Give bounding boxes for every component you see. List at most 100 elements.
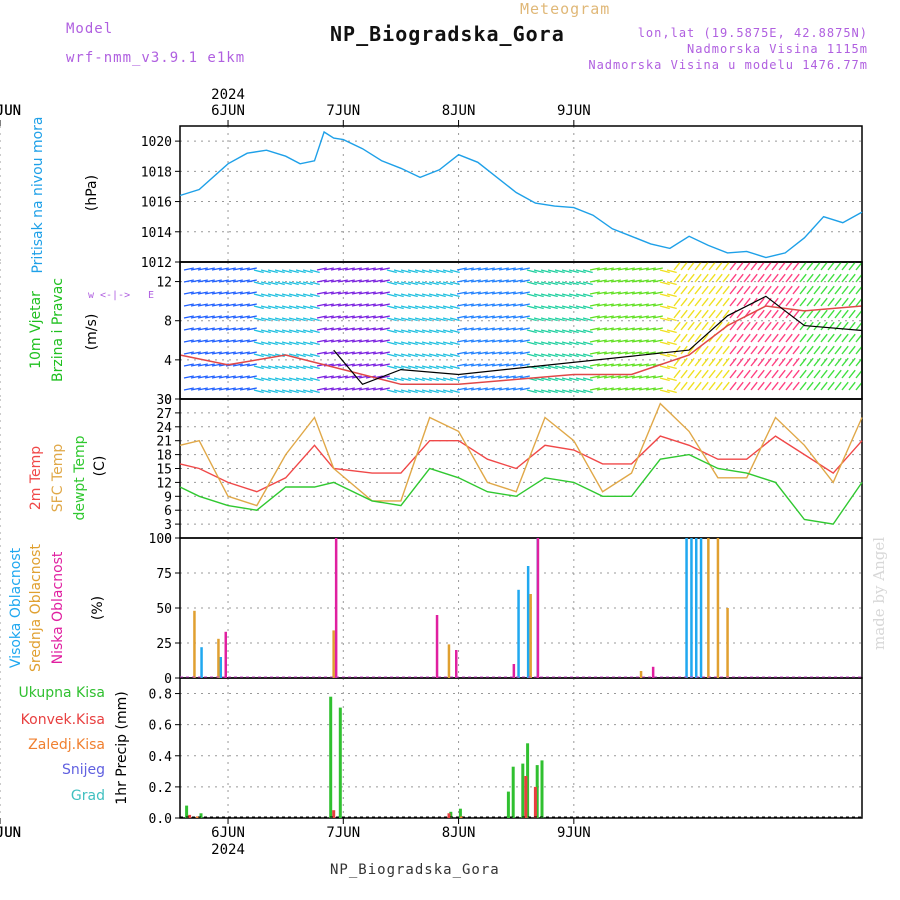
wind-barb xyxy=(708,273,716,283)
precip-1-bar xyxy=(447,813,451,818)
cloud-0-bar xyxy=(690,538,693,678)
wind-barb xyxy=(190,327,201,331)
wind-barb xyxy=(729,285,737,295)
wind-barb xyxy=(624,363,635,367)
wind-barb xyxy=(631,279,642,283)
wind-barb xyxy=(295,353,306,358)
y-tick-label: 0.8 xyxy=(149,688,172,703)
wind-barb xyxy=(225,351,236,355)
wind-barb xyxy=(512,291,523,295)
wind-barb xyxy=(827,297,835,307)
wind-barb xyxy=(680,261,688,271)
wind-barb xyxy=(673,381,681,391)
wind-barb xyxy=(617,327,628,331)
wind-barb xyxy=(197,387,208,391)
wind-barb xyxy=(435,281,446,286)
wind-barb xyxy=(848,345,856,355)
y-tick-label: 1012 xyxy=(141,256,172,271)
y-tick-label: 12 xyxy=(156,276,172,291)
wind-barb xyxy=(610,267,621,271)
wind-barb xyxy=(505,339,516,343)
wind-barb xyxy=(680,321,688,331)
wind-barb xyxy=(246,327,257,331)
y-tick-label: 75 xyxy=(156,567,172,582)
wind-barb xyxy=(253,329,264,334)
wind-barb xyxy=(407,317,418,322)
wind-barb xyxy=(477,291,488,295)
wind-barb xyxy=(526,341,537,346)
wind-barb xyxy=(526,305,537,310)
wind-barb xyxy=(785,345,793,355)
wind-barb xyxy=(281,365,292,370)
wind-barb xyxy=(736,369,744,379)
wind-barb xyxy=(554,365,565,370)
wind-barb xyxy=(610,375,621,379)
wind-barb xyxy=(197,279,208,283)
compass-e: E xyxy=(148,290,154,301)
wind-barb xyxy=(379,303,390,307)
wind-barb xyxy=(400,341,411,346)
wind-barb xyxy=(274,317,285,322)
wind-barb xyxy=(484,303,495,307)
wind-barb xyxy=(624,279,635,283)
wind-barb xyxy=(785,357,793,367)
cloud-2-bar xyxy=(334,538,338,678)
wind-barb xyxy=(414,281,425,286)
x-tick-label: 6JUN xyxy=(211,825,245,841)
wind-barb xyxy=(533,269,544,274)
wind-barb xyxy=(526,293,537,298)
wind-barb xyxy=(575,293,586,298)
wind-barb xyxy=(393,329,404,334)
wind-barb xyxy=(267,365,278,370)
wind-barb xyxy=(771,381,779,391)
wind-barb xyxy=(337,279,348,283)
wind-barb xyxy=(708,381,716,391)
wind-barb xyxy=(442,341,453,346)
wind-barb xyxy=(344,291,355,295)
temp-unit: (C) xyxy=(92,456,108,477)
wind-barb xyxy=(638,375,649,379)
wind-barb xyxy=(414,389,425,394)
wind-barb xyxy=(491,375,502,379)
wind-barb xyxy=(281,269,292,274)
x-tick-label: 11JUN xyxy=(0,103,21,119)
wind-barb xyxy=(841,345,849,355)
wind-barb xyxy=(603,339,614,343)
wind-barb xyxy=(547,329,558,334)
wind-barb xyxy=(694,381,702,391)
wind-barb xyxy=(596,339,607,343)
wind-barb xyxy=(561,389,572,394)
wind-barb xyxy=(428,341,439,346)
wind-barb xyxy=(575,269,586,274)
wind-barb xyxy=(561,341,572,346)
wind-barb xyxy=(288,269,299,274)
wind-barb xyxy=(197,339,208,343)
wind-barb xyxy=(834,369,842,379)
wind-barb xyxy=(218,387,229,391)
wind-barb xyxy=(498,339,509,343)
wind-barb xyxy=(288,305,299,310)
model-altitude: Nadmorska Visina u modelu 1476.77m xyxy=(588,58,868,72)
wind-barb xyxy=(729,273,737,283)
wind-barb xyxy=(253,317,264,322)
wind-barb xyxy=(358,279,369,283)
wind-barb xyxy=(183,267,194,271)
wind-barb xyxy=(288,281,299,286)
wind-barb xyxy=(820,285,828,295)
wind-barb xyxy=(827,369,835,379)
wind-barb xyxy=(547,305,558,310)
wind-barb xyxy=(211,315,222,319)
wind-barb xyxy=(736,357,744,367)
wind-barb xyxy=(428,317,439,322)
wind-barb xyxy=(274,389,285,394)
wind-barb xyxy=(736,273,744,283)
wind-barb xyxy=(547,341,558,346)
wind-barb xyxy=(813,345,821,355)
wind-barb xyxy=(554,281,565,286)
wind-barb xyxy=(260,329,271,334)
wind-barb xyxy=(715,333,723,343)
wind-barb xyxy=(596,363,607,367)
wind-barb xyxy=(484,291,495,295)
wind-barb xyxy=(498,363,509,367)
